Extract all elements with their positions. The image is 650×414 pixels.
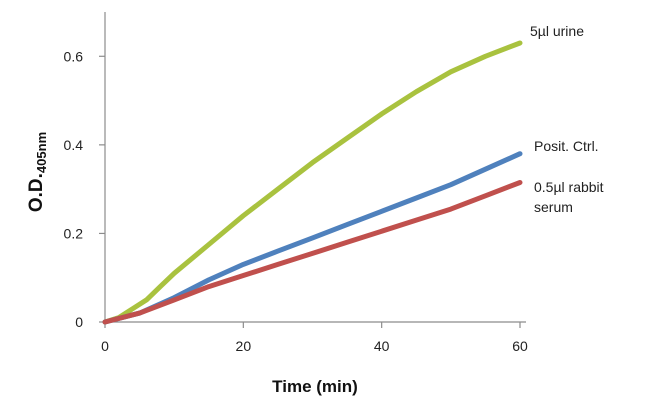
svg-text:O.D.405nm: O.D.405nm bbox=[26, 132, 49, 212]
y-axis-title-main: O.D. bbox=[26, 173, 47, 212]
series-label-2: 0.5µl rabbit serum bbox=[534, 179, 604, 215]
series-label-line: 5µl urine bbox=[530, 23, 584, 39]
series-lines bbox=[102, 40, 523, 325]
y-tick-label: 0.6 bbox=[64, 48, 84, 64]
series-label-line: Posit. Ctrl. bbox=[534, 138, 599, 154]
series-label-line: serum bbox=[534, 199, 573, 215]
x-tick-label: 60 bbox=[512, 338, 528, 354]
y-axis-title: O.D.405nm bbox=[26, 132, 49, 212]
y-tick-label: 0 bbox=[75, 314, 83, 330]
axes bbox=[99, 12, 526, 328]
series-line-2 bbox=[102, 180, 523, 325]
x-tick-label: 0 bbox=[101, 338, 109, 354]
series-label-0: 5µl urine bbox=[530, 23, 584, 39]
series-label-1: Posit. Ctrl. bbox=[534, 138, 599, 154]
series-labels: 5µl urine Posit. Ctrl. 0.5µl rabbit serum bbox=[530, 23, 604, 215]
y-axis-title-sub: 405nm bbox=[34, 132, 49, 173]
series-line-0 bbox=[102, 40, 523, 325]
y-tick-label: 0.4 bbox=[64, 137, 84, 153]
y-tick-label: 0.2 bbox=[64, 225, 84, 241]
series-label-line: 0.5µl rabbit bbox=[534, 179, 604, 195]
x-axis-title: Time (min) bbox=[272, 377, 358, 396]
tick-labels: 0 20 40 60 0 0.2 0.4 0.6 bbox=[64, 48, 528, 354]
x-tick-label: 20 bbox=[236, 338, 252, 354]
series-line-1 bbox=[102, 151, 523, 325]
x-tick-label: 40 bbox=[374, 338, 390, 354]
